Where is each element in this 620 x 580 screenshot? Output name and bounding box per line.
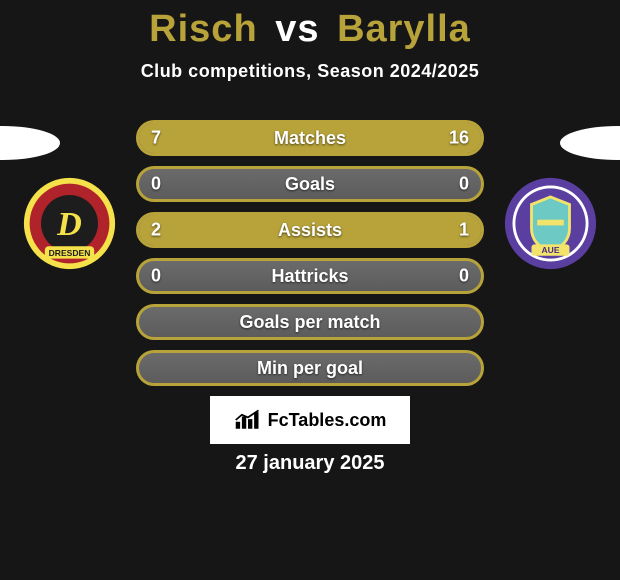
stat-label: Goals bbox=[285, 174, 335, 195]
player2-name: Barylla bbox=[337, 8, 471, 50]
stat-label: Hattricks bbox=[271, 266, 348, 287]
stat-value-right: 0 bbox=[459, 266, 469, 287]
comparison-date: 27 january 2025 bbox=[0, 452, 620, 475]
svg-text:DRESDEN: DRESDEN bbox=[49, 248, 91, 258]
club-crest-left: D DRESDEN bbox=[22, 176, 117, 271]
svg-text:AUE: AUE bbox=[541, 245, 559, 255]
side-oval-left bbox=[0, 126, 60, 160]
crest-right-icon: AUE bbox=[503, 176, 598, 271]
stat-value-left: 7 bbox=[151, 128, 161, 149]
stat-value-right: 1 bbox=[459, 220, 469, 241]
svg-text:D: D bbox=[56, 206, 82, 243]
stat-row: 0 0 Goals bbox=[136, 166, 484, 202]
stat-label: Min per goal bbox=[257, 358, 363, 379]
side-oval-right bbox=[560, 126, 620, 160]
comparison-title: Risch vs Barylla bbox=[0, 0, 620, 51]
vs-label: vs bbox=[275, 8, 319, 50]
stat-row: 7 16 Matches bbox=[136, 120, 484, 156]
subtitle: Club competitions, Season 2024/2025 bbox=[0, 61, 620, 82]
stat-value-right: 16 bbox=[449, 128, 469, 149]
stat-label: Matches bbox=[274, 128, 346, 149]
crest-left-icon: D DRESDEN bbox=[22, 176, 117, 271]
player1-name: Risch bbox=[149, 8, 257, 50]
chart-icon bbox=[234, 408, 262, 432]
stat-label: Goals per match bbox=[239, 312, 380, 333]
stat-value-left: 2 bbox=[151, 220, 161, 241]
stats-panel: 7 16 Matches 0 0 Goals 2 1 Assists 0 0 Hattricks Goa… bbox=[136, 120, 484, 396]
stat-row: Goals per match bbox=[136, 304, 484, 340]
stat-value-left: 0 bbox=[151, 174, 161, 195]
stat-row: 2 1 Assists bbox=[136, 212, 484, 248]
badge-text: FcTables.com bbox=[268, 410, 387, 431]
club-crest-right: AUE bbox=[503, 176, 598, 271]
stat-row: 0 0 Hattricks bbox=[136, 258, 484, 294]
stat-value-left: 0 bbox=[151, 266, 161, 287]
stat-value-right: 0 bbox=[459, 174, 469, 195]
stat-row: Min per goal bbox=[136, 350, 484, 386]
stat-label: Assists bbox=[278, 220, 342, 241]
fctables-badge: FcTables.com bbox=[210, 396, 410, 444]
